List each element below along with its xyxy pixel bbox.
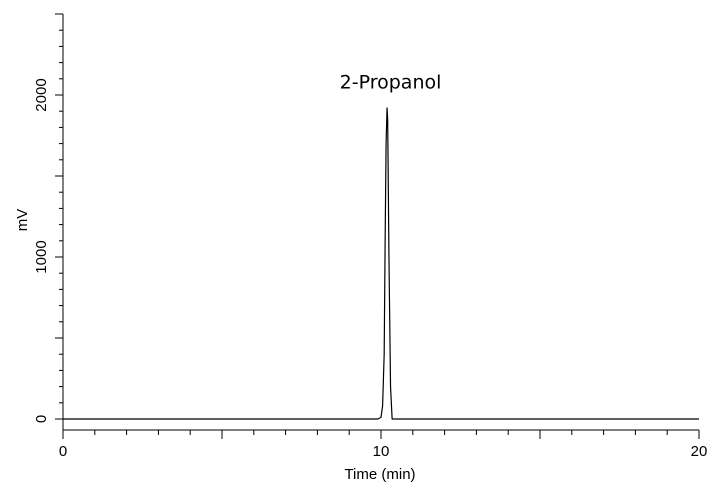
series-group	[63, 107, 699, 420]
y-tick-label: 0	[33, 415, 50, 423]
x-tick-label: 20	[691, 443, 708, 460]
tick-labels: 0 10 20 0 1000 2000	[33, 78, 707, 460]
x-axis-title: Time (min)	[344, 466, 415, 483]
x-tick-label: 10	[373, 443, 390, 460]
y-tick-label: 1000	[33, 240, 50, 273]
peak-label: 2-Propanol	[340, 72, 442, 94]
chromatogram-trace	[63, 107, 699, 420]
ticks	[55, 13, 700, 439]
annotations: 2-Propanol	[340, 72, 442, 94]
y-axis-title: mV	[14, 209, 31, 232]
x-tick-label: 0	[59, 443, 67, 460]
y-tick-label: 2000	[33, 78, 50, 111]
